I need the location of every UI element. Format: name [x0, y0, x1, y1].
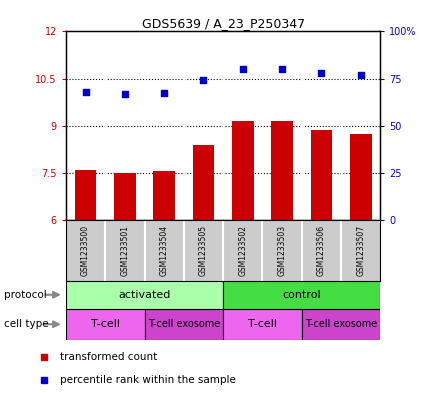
- Bar: [66, 309, 144, 340]
- Bar: [66, 281, 223, 309]
- Point: [122, 90, 128, 97]
- Point: [357, 72, 364, 78]
- Bar: [153, 171, 175, 220]
- Text: control: control: [283, 290, 321, 300]
- Text: percentile rank within the sample: percentile rank within the sample: [60, 375, 235, 385]
- Point: [318, 70, 325, 76]
- Bar: [193, 145, 214, 220]
- Point: [161, 90, 167, 96]
- Text: T-cell: T-cell: [91, 319, 120, 329]
- Text: T-cell: T-cell: [248, 319, 277, 329]
- Bar: [311, 130, 332, 220]
- Text: GSM1233507: GSM1233507: [356, 225, 365, 276]
- Point: [200, 77, 207, 84]
- Text: GSM1233500: GSM1233500: [81, 225, 90, 276]
- Text: T-cell exosome: T-cell exosome: [148, 319, 220, 329]
- Point: [82, 89, 89, 95]
- Bar: [350, 134, 371, 220]
- Bar: [223, 309, 302, 340]
- Point: [279, 66, 286, 72]
- Bar: [223, 281, 380, 309]
- Text: GSM1233502: GSM1233502: [238, 225, 247, 276]
- Text: GSM1233503: GSM1233503: [278, 225, 286, 276]
- Text: transformed count: transformed count: [60, 352, 157, 362]
- Text: GSM1233506: GSM1233506: [317, 225, 326, 276]
- Text: GSM1233505: GSM1233505: [199, 225, 208, 276]
- Title: GDS5639 / A_23_P250347: GDS5639 / A_23_P250347: [142, 17, 305, 30]
- Text: GSM1233504: GSM1233504: [160, 225, 169, 276]
- Text: protocol: protocol: [4, 290, 47, 300]
- Text: T-cell exosome: T-cell exosome: [305, 319, 377, 329]
- Bar: [75, 170, 96, 220]
- Bar: [232, 121, 254, 220]
- Bar: [144, 309, 223, 340]
- Text: GSM1233501: GSM1233501: [120, 225, 129, 276]
- Bar: [114, 173, 136, 220]
- Text: activated: activated: [118, 290, 171, 300]
- Point: [239, 66, 246, 72]
- Bar: [302, 309, 380, 340]
- Text: cell type: cell type: [4, 319, 49, 329]
- Bar: [271, 121, 293, 220]
